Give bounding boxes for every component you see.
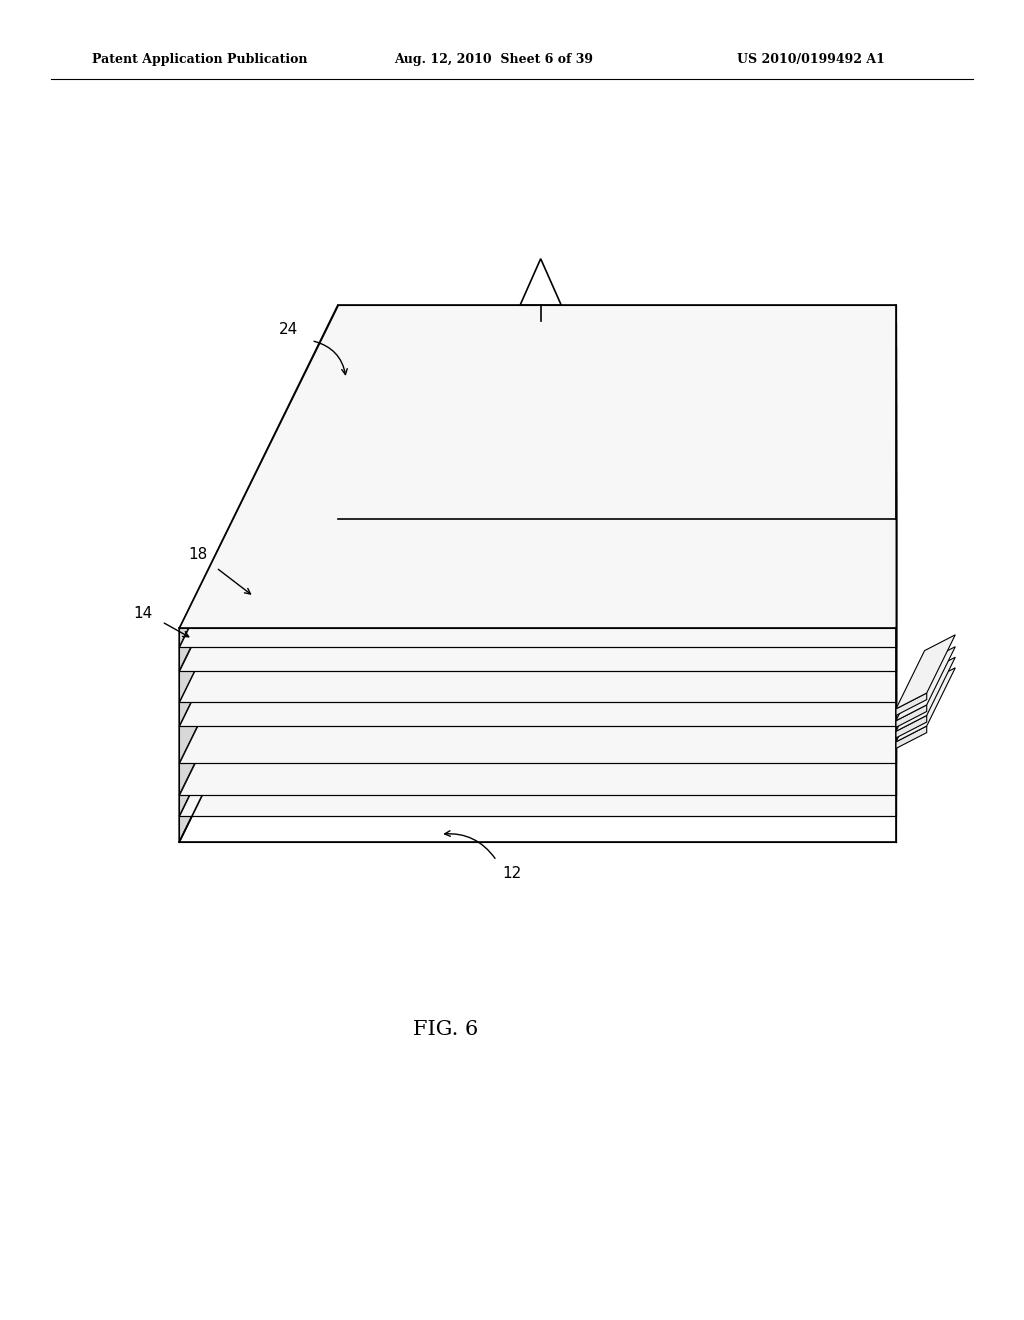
Polygon shape: [179, 403, 896, 726]
Text: Patent Application Publication: Patent Application Publication: [92, 53, 307, 66]
Polygon shape: [896, 635, 955, 709]
Polygon shape: [179, 305, 338, 842]
Polygon shape: [896, 705, 927, 727]
Polygon shape: [179, 347, 896, 671]
Text: 24: 24: [280, 322, 298, 338]
Text: FIG. 6: FIG. 6: [413, 1020, 478, 1039]
Polygon shape: [896, 693, 927, 715]
Polygon shape: [179, 440, 896, 763]
Text: Aug. 12, 2010  Sheet 6 of 39: Aug. 12, 2010 Sheet 6 of 39: [394, 53, 593, 66]
Polygon shape: [896, 647, 955, 721]
Polygon shape: [179, 305, 896, 628]
Polygon shape: [179, 492, 896, 816]
Text: 18: 18: [188, 546, 207, 562]
Text: US 2010/0199492 A1: US 2010/0199492 A1: [737, 53, 885, 66]
Polygon shape: [896, 668, 955, 742]
Polygon shape: [896, 726, 927, 748]
Text: 12: 12: [503, 866, 521, 882]
Polygon shape: [896, 715, 927, 738]
Polygon shape: [520, 259, 561, 305]
Polygon shape: [179, 323, 896, 647]
Polygon shape: [179, 379, 896, 702]
Polygon shape: [179, 471, 896, 795]
Polygon shape: [896, 657, 955, 731]
Text: 14: 14: [134, 606, 153, 622]
